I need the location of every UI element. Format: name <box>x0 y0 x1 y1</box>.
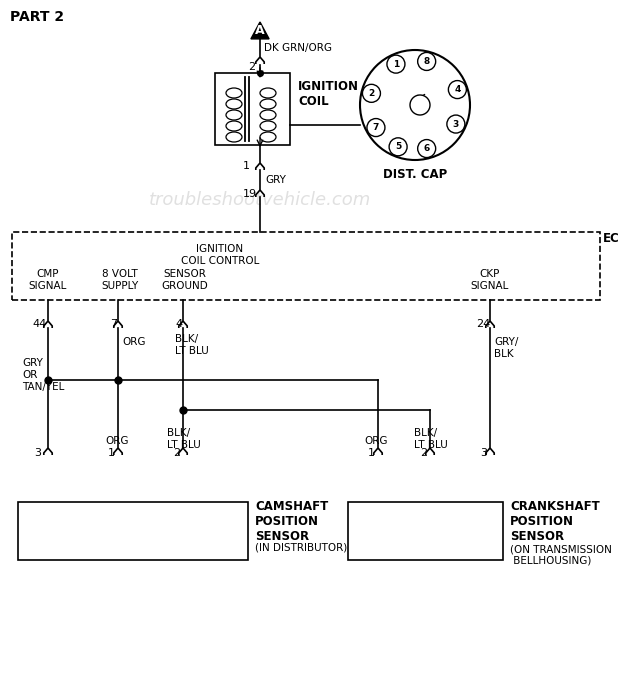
Text: 7: 7 <box>373 123 379 132</box>
Bar <box>215 73 290 145</box>
Text: 3: 3 <box>453 120 459 129</box>
Text: ECM: ECM <box>603 232 618 245</box>
Text: 4: 4 <box>454 85 460 94</box>
Text: IGNITION
COIL CONTROL: IGNITION COIL CONTROL <box>181 244 259 266</box>
Text: 4: 4 <box>175 319 182 329</box>
Text: BLK/
LT BLU: BLK/ LT BLU <box>167 428 201 450</box>
Text: 2: 2 <box>173 448 180 458</box>
Text: 1: 1 <box>108 448 115 458</box>
Text: ORG: ORG <box>105 436 129 446</box>
Text: 8: 8 <box>423 57 430 66</box>
Text: 5: 5 <box>395 142 401 151</box>
Circle shape <box>387 55 405 73</box>
Text: A: A <box>255 24 265 37</box>
Text: 44: 44 <box>32 319 46 329</box>
Bar <box>18 502 248 560</box>
Text: CKP
SIGNAL: CKP SIGNAL <box>471 270 509 290</box>
Circle shape <box>449 80 467 99</box>
Text: SENSOR
GROUND: SENSOR GROUND <box>162 270 208 290</box>
Text: BLK/
LT BLU: BLK/ LT BLU <box>414 428 448 450</box>
Text: PART 2: PART 2 <box>10 10 64 24</box>
Text: troubleshootvehicle.com: troubleshootvehicle.com <box>149 191 371 209</box>
Text: 1: 1 <box>368 448 375 458</box>
Text: GRY/
BLK: GRY/ BLK <box>494 337 519 359</box>
Circle shape <box>367 118 385 136</box>
Text: (ON TRANSMISSION
 BELLHOUSING): (ON TRANSMISSION BELLHOUSING) <box>510 544 612 566</box>
Text: 6: 6 <box>423 144 430 153</box>
Text: DIST. CAP: DIST. CAP <box>383 168 447 181</box>
Text: 2: 2 <box>368 89 375 98</box>
Text: (IN DISTRIBUTOR): (IN DISTRIBUTOR) <box>255 542 347 552</box>
Circle shape <box>447 115 465 133</box>
Text: DK GRN/ORG: DK GRN/ORG <box>264 43 332 53</box>
Circle shape <box>418 139 436 158</box>
Text: 1: 1 <box>243 161 250 171</box>
Text: 3: 3 <box>34 448 41 458</box>
Bar <box>348 502 503 560</box>
Text: 24: 24 <box>476 319 490 329</box>
Text: 2: 2 <box>248 62 255 72</box>
Text: GRY: GRY <box>265 175 286 185</box>
Text: IGNITION
COIL: IGNITION COIL <box>298 80 359 108</box>
Text: BLK/
LT BLU: BLK/ LT BLU <box>175 334 209 356</box>
Text: 8 VOLT
SUPPLY: 8 VOLT SUPPLY <box>101 270 138 290</box>
Text: ORG: ORG <box>122 337 145 347</box>
Text: CAMSHAFT
POSITION
SENSOR: CAMSHAFT POSITION SENSOR <box>255 500 328 543</box>
Circle shape <box>418 52 436 71</box>
Text: 3: 3 <box>480 448 487 458</box>
Circle shape <box>362 84 381 102</box>
Text: CMP
SIGNAL: CMP SIGNAL <box>29 270 67 290</box>
Bar <box>12 232 600 300</box>
Text: 7: 7 <box>110 319 117 329</box>
Text: CRANKSHAFT
POSITION
SENSOR: CRANKSHAFT POSITION SENSOR <box>510 500 599 543</box>
Text: 1: 1 <box>393 60 399 69</box>
Circle shape <box>389 138 407 156</box>
Text: ORG: ORG <box>364 436 387 446</box>
Text: 19: 19 <box>243 189 257 199</box>
Polygon shape <box>251 22 269 39</box>
Text: GRY
OR
TAN/YEL: GRY OR TAN/YEL <box>22 358 64 391</box>
Circle shape <box>410 95 430 115</box>
Text: 2: 2 <box>420 448 427 458</box>
